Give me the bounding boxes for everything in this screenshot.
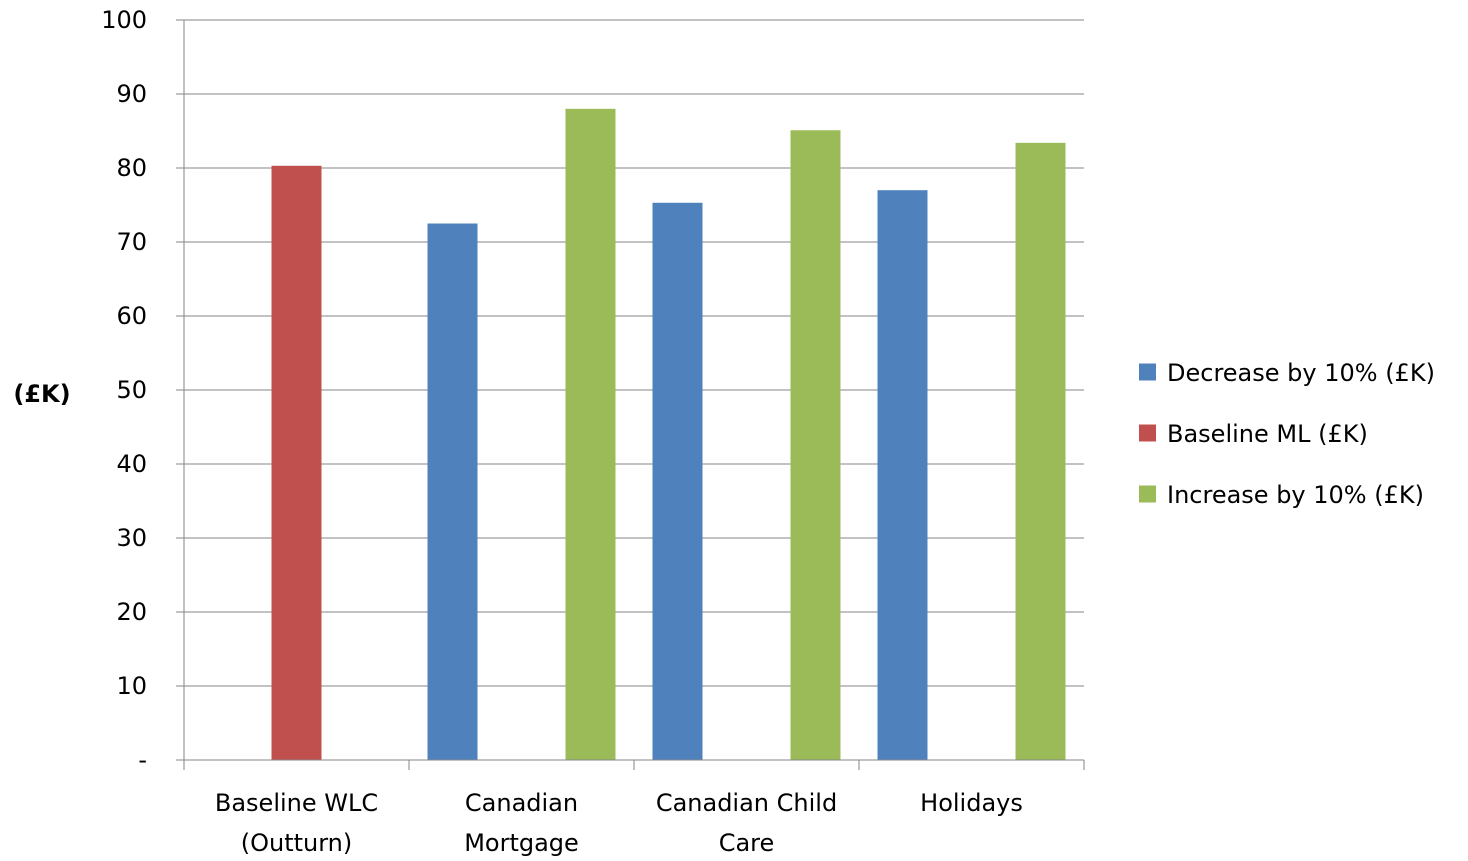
y-tick-label: 20 <box>116 598 147 626</box>
x-tick-label: Canadian Child <box>656 789 837 817</box>
y-tick-label: 80 <box>116 154 147 182</box>
x-tick-label: Care <box>719 829 775 857</box>
bar-increase <box>790 130 841 760</box>
y-axis-title: (£K) <box>13 380 70 408</box>
y-tick-label: 10 <box>116 672 147 700</box>
y-tick-label: 50 <box>116 376 147 404</box>
bar-decrease <box>427 223 478 760</box>
x-tick-label: Holidays <box>920 789 1023 817</box>
legend: Decrease by 10% (£K) Baseline ML (£K) Incr… <box>1139 359 1435 509</box>
bar-decrease <box>877 190 928 760</box>
axis-labels: - 10 20 30 40 50 60 70 80 90 100 Baseline WLC (Outtu… <box>101 6 1023 857</box>
y-tick-label: 30 <box>116 524 147 552</box>
x-tick-label: Canadian <box>465 789 578 817</box>
bar-increase <box>565 108 616 761</box>
axes <box>176 19 1085 770</box>
y-tick-label: 90 <box>116 80 147 108</box>
legend-swatch <box>1139 424 1156 442</box>
y-tick-label: 100 <box>101 6 147 34</box>
bar-increase <box>1015 142 1066 761</box>
y-tick-label: 60 <box>116 302 147 330</box>
y-tick-label: - <box>138 746 147 774</box>
x-tick-label: Baseline WLC <box>215 789 378 817</box>
legend-label: Increase by 10% (£K) <box>1167 481 1424 509</box>
legend-label: Decrease by 10% (£K) <box>1167 359 1435 387</box>
bars <box>271 108 1066 761</box>
y-tick-label: 40 <box>116 450 147 478</box>
y-tick-label: 70 <box>116 228 147 256</box>
legend-swatch <box>1139 363 1156 381</box>
legend-label: Baseline ML (£K) <box>1167 420 1368 448</box>
x-tick-label: (Outturn) <box>241 829 353 857</box>
gridlines <box>184 19 1084 687</box>
bar-decrease <box>652 202 703 760</box>
legend-swatch <box>1139 485 1156 503</box>
x-tick-label: Mortgage <box>464 829 579 857</box>
bar-baseline <box>271 165 322 760</box>
